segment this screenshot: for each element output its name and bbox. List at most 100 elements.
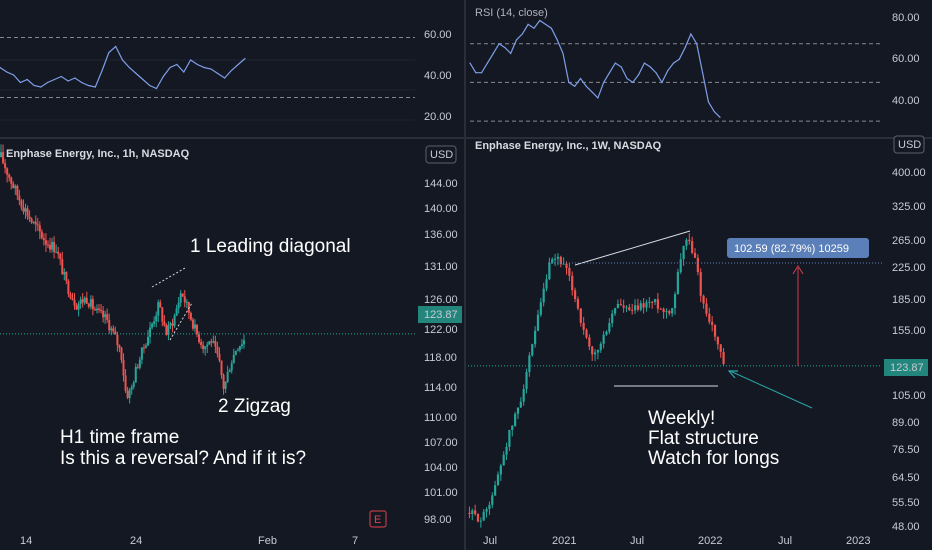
right-price-pane[interactable] (468, 233, 725, 528)
left-candle (57, 246, 60, 259)
left-candle (232, 348, 235, 364)
svg-text:114.00: 114.00 (424, 382, 457, 394)
left-rsi-point (60, 75, 62, 78)
left-candle (147, 329, 150, 347)
left-time-axis[interactable]: 14 24 Feb 7 (20, 535, 358, 547)
left-candle (112, 325, 115, 335)
annotation-h1-timeframe[interactable]: H1 time frame (60, 427, 179, 448)
left-currency-label[interactable]: USD (425, 145, 457, 164)
left-candle (53, 236, 56, 259)
right-candle (545, 274, 548, 292)
left-chart-title: Enphase Energy, Inc., 1h, NASDAQ (6, 148, 190, 160)
svg-text:400.00: 400.00 (892, 167, 926, 179)
svg-text:Feb: Feb (258, 535, 277, 547)
right-candle (542, 282, 545, 307)
right-candle (539, 297, 542, 317)
left-price-axis[interactable]: 144.00 140.00 136.00 131.00 126.00 122.0… (424, 178, 458, 526)
left-candle (218, 347, 221, 363)
left-candle (79, 296, 82, 309)
svg-text:24: 24 (130, 535, 142, 547)
left-candle (2, 144, 5, 165)
right-candle (479, 517, 482, 528)
right-candle (502, 451, 505, 466)
right-candle (708, 307, 711, 325)
svg-text:122.00: 122.00 (424, 324, 458, 336)
left-candle (210, 338, 213, 347)
svg-text:48.00: 48.00 (892, 521, 920, 533)
right-candle (551, 257, 554, 264)
grid-layer (0, 59, 415, 121)
right-price-axis[interactable]: 400.00 325.00 265.00 225.00 185.00 155.0… (892, 167, 926, 533)
right-time-axis[interactable]: Jul 2021 Jul 2022 Jul 2023 (483, 535, 870, 547)
svg-text:107.00: 107.00 (424, 437, 458, 449)
right-rsi-point (684, 46, 686, 49)
right-candle (616, 299, 620, 309)
left-candle (214, 335, 217, 354)
right-rsi-point (655, 72, 657, 74)
left-last-price-badge: 123.87 (418, 306, 462, 323)
right-rsi-point (550, 27, 552, 29)
drawings-layer[interactable] (0, 230, 882, 409)
left-candle (130, 384, 133, 395)
right-rsi-point (492, 52, 494, 54)
left-candle (189, 311, 192, 322)
right-candle (682, 245, 685, 266)
annotation-leading-diagonal[interactable]: 1 Leading diagonal (190, 236, 351, 257)
left-candle (128, 388, 131, 404)
left-rsi-point (237, 63, 239, 66)
right-candle (702, 294, 705, 309)
right-rsi-point (481, 72, 483, 74)
right-rsi-point (701, 72, 704, 74)
annotation-watch-longs[interactable]: Watch for longs (648, 448, 779, 469)
left-candle (200, 338, 203, 349)
right-candle (611, 309, 614, 328)
right-rsi-point (626, 77, 628, 80)
right-candle (605, 330, 608, 336)
measure-label[interactable]: 102.59 (82.79%) 10259 (727, 238, 869, 258)
left-candle (169, 321, 172, 329)
earnings-badge[interactable]: E (369, 510, 387, 528)
left-candle (224, 381, 227, 394)
annotation-flat-structure[interactable]: Flat structure (648, 428, 759, 449)
left-candle (226, 365, 229, 384)
right-rsi-point (544, 23, 547, 25)
right-candle (508, 429, 511, 451)
right-currency-label[interactable]: USD (893, 135, 925, 154)
right-candle (691, 236, 694, 255)
left-candle (220, 360, 223, 379)
right-rsi-point (539, 19, 541, 22)
left-price-pane[interactable] (0, 144, 245, 404)
annotation-reversal-question[interactable]: Is this a reversal? And if it is? (60, 448, 306, 469)
right-rsi-point (533, 27, 535, 29)
right-last-price-badge: 123.87 (884, 359, 928, 376)
svg-text:7: 7 (352, 535, 358, 547)
right-candle (514, 411, 517, 427)
annotation-zigzag[interactable]: 2 Zigzag (218, 396, 291, 417)
left-candle (122, 353, 125, 382)
left-candle (61, 251, 64, 275)
annotation-weekly[interactable]: Weekly! (648, 408, 715, 429)
right-rsi-point (649, 66, 651, 68)
right-candle (476, 513, 480, 523)
left-candle (95, 304, 98, 314)
right-candle (685, 238, 688, 250)
right-candle (599, 341, 602, 353)
left-rsi-point (203, 66, 205, 69)
left-candle (230, 360, 233, 374)
left-rsi-point (33, 84, 35, 87)
right-candle (653, 298, 657, 306)
left-candle (42, 233, 45, 246)
right-candle (673, 291, 677, 315)
right-rsi-pane[interactable] (469, 19, 882, 122)
left-rsi-point (108, 51, 110, 54)
left-candle (173, 313, 176, 328)
left-candle (151, 322, 154, 330)
left-rsi-pane[interactable] (0, 37, 415, 98)
svg-text:40.00: 40.00 (892, 95, 920, 107)
pointer-arrow-head (727, 370, 738, 379)
left-candle (49, 237, 52, 253)
right-candle (468, 506, 471, 519)
left-candle (14, 184, 17, 195)
right-candle (565, 261, 568, 275)
svg-text:76.50: 76.50 (892, 444, 920, 456)
